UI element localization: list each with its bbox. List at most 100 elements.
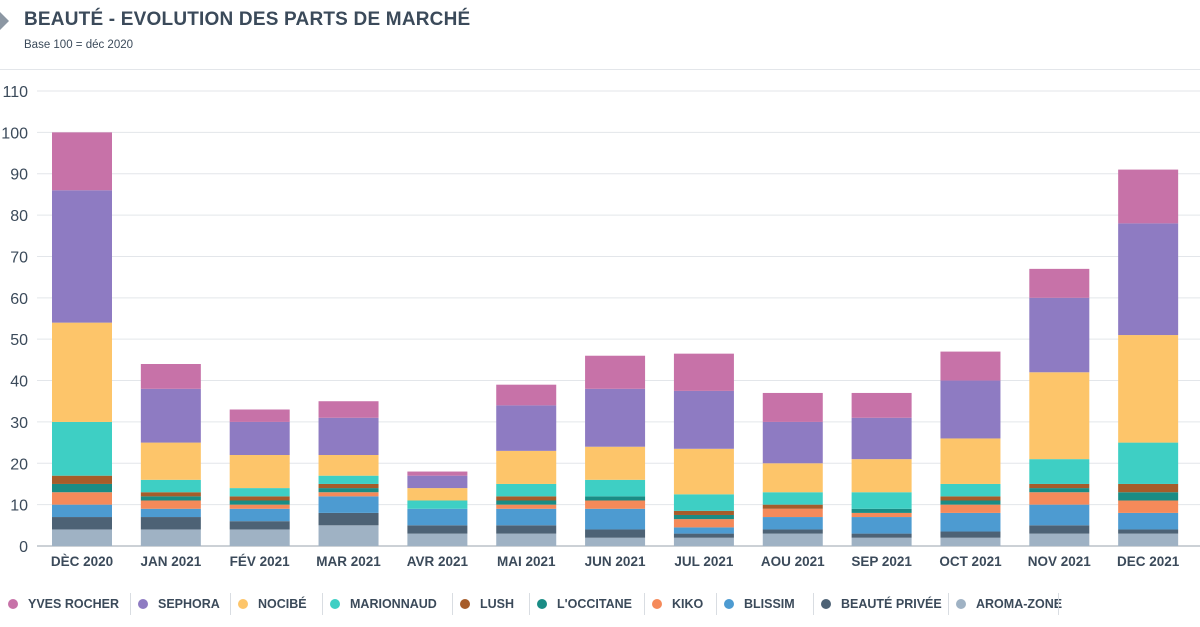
legend-separator xyxy=(130,593,131,615)
bar-segment xyxy=(496,483,557,497)
y-tick-label: 60 xyxy=(10,291,28,308)
x-tick-label: NOV 2021 xyxy=(1028,554,1092,569)
y-tick-label: 70 xyxy=(10,249,28,266)
bar-segment xyxy=(585,479,646,497)
bar-segment xyxy=(851,537,912,546)
legend-separator xyxy=(716,593,717,615)
bar-segment xyxy=(496,496,557,501)
bar-segment xyxy=(407,533,468,546)
bar-segment xyxy=(1118,483,1179,493)
bar-segment xyxy=(52,132,112,191)
bar-segment xyxy=(229,521,290,530)
y-tick-label: 100 xyxy=(1,125,28,142)
bar-segment xyxy=(52,483,112,493)
bar-segment xyxy=(940,537,1001,546)
legend-item: LUSH xyxy=(460,595,514,613)
bar-segment xyxy=(585,388,646,447)
bar-segment xyxy=(851,459,912,493)
bar-segment xyxy=(940,512,1001,532)
bar-segment xyxy=(585,537,646,546)
bar-segment xyxy=(407,525,468,534)
bar-segment xyxy=(673,537,734,546)
bar-segment xyxy=(585,496,646,501)
bar-segment xyxy=(762,392,823,422)
bar-segment xyxy=(851,512,912,518)
legend-swatch xyxy=(956,599,966,609)
x-tick-label: JUN 2021 xyxy=(585,554,646,569)
bar-segment xyxy=(140,529,201,546)
legend-swatch xyxy=(537,599,547,609)
x-tick-label: OCT 2021 xyxy=(939,554,1002,569)
bar-segment xyxy=(496,384,557,406)
legend-item: SEPHORA xyxy=(138,595,220,613)
bar-segment xyxy=(229,496,290,501)
bar-segment xyxy=(940,500,1001,505)
y-tick-label: 20 xyxy=(10,456,28,473)
bar-segment xyxy=(318,512,379,526)
chart-legend: YVES ROCHER SEPHORA NOCIBÉ MARIONNAUD LUSH L'… xyxy=(0,590,1200,618)
bar-segment xyxy=(673,527,734,534)
legend-label: KIKO xyxy=(672,597,704,611)
bar-segment xyxy=(1118,169,1179,224)
bar-segment xyxy=(673,494,734,511)
y-tick-label: 90 xyxy=(10,167,28,184)
bar-segment xyxy=(851,392,912,418)
bar-segment xyxy=(1118,529,1179,534)
bar-segment xyxy=(585,508,646,530)
bar-segment xyxy=(1029,459,1090,484)
legend-label: MARIONNAUD xyxy=(350,597,437,611)
legend-label: AROMA-ZONE xyxy=(976,597,1063,611)
bar-segment xyxy=(1118,335,1179,443)
bar-segment xyxy=(407,488,468,501)
header-divider xyxy=(0,69,1200,70)
legend-separator xyxy=(230,593,231,615)
bar-segment xyxy=(407,471,468,476)
x-tick-label: MAR 2021 xyxy=(316,554,381,569)
bar-segment xyxy=(851,417,912,460)
bar-segment xyxy=(762,504,823,509)
bar-segment xyxy=(762,517,823,530)
bar-segment xyxy=(762,508,823,518)
bar-segment xyxy=(496,500,557,505)
x-tick-label: SEP 2021 xyxy=(851,554,912,569)
bar-segment xyxy=(1029,483,1090,489)
legend-label: NOCIBÉ xyxy=(258,597,307,611)
y-tick-label: 80 xyxy=(10,208,28,225)
legend-item: AROMA-ZONE xyxy=(956,595,1062,613)
bar-segment xyxy=(318,417,379,455)
y-tick-label: 40 xyxy=(10,374,28,391)
bar-segment xyxy=(762,492,823,505)
legend-separator xyxy=(1058,593,1059,615)
bar-segment xyxy=(496,405,557,451)
legend-item: NOCIBÉ xyxy=(238,595,307,613)
bar-segment xyxy=(1029,297,1090,373)
bar-segment xyxy=(52,492,112,505)
bar-segment xyxy=(496,508,557,526)
legend-label: L'OCCITANE xyxy=(557,597,632,611)
bar-segment xyxy=(140,517,201,530)
bar-segment xyxy=(1029,504,1090,526)
bar-segment xyxy=(229,455,290,489)
bar-segment xyxy=(762,463,823,493)
legend-label: BEAUTÉ PRIVÉE xyxy=(841,597,942,611)
legend-separator xyxy=(322,593,323,615)
bar-segment xyxy=(52,517,112,530)
bar-segment xyxy=(851,517,912,534)
bar-segment xyxy=(1118,442,1179,484)
bar-segment xyxy=(673,514,734,520)
bar-segment xyxy=(140,388,201,443)
bar-segment xyxy=(1029,533,1090,546)
bar-segment xyxy=(318,483,379,489)
y-tick-label: 50 xyxy=(10,332,28,349)
bar-segment xyxy=(673,448,734,495)
bar-segment xyxy=(229,508,290,522)
legend-swatch xyxy=(8,599,18,609)
legend-separator xyxy=(644,593,645,615)
bar-segment xyxy=(1118,223,1179,336)
bar-segment xyxy=(1118,492,1179,501)
chevron-right-icon xyxy=(0,12,9,30)
bar-segment xyxy=(140,442,201,480)
bar-segment xyxy=(229,500,290,505)
y-tick-label: 10 xyxy=(10,498,28,515)
bar-segment xyxy=(940,496,1001,501)
